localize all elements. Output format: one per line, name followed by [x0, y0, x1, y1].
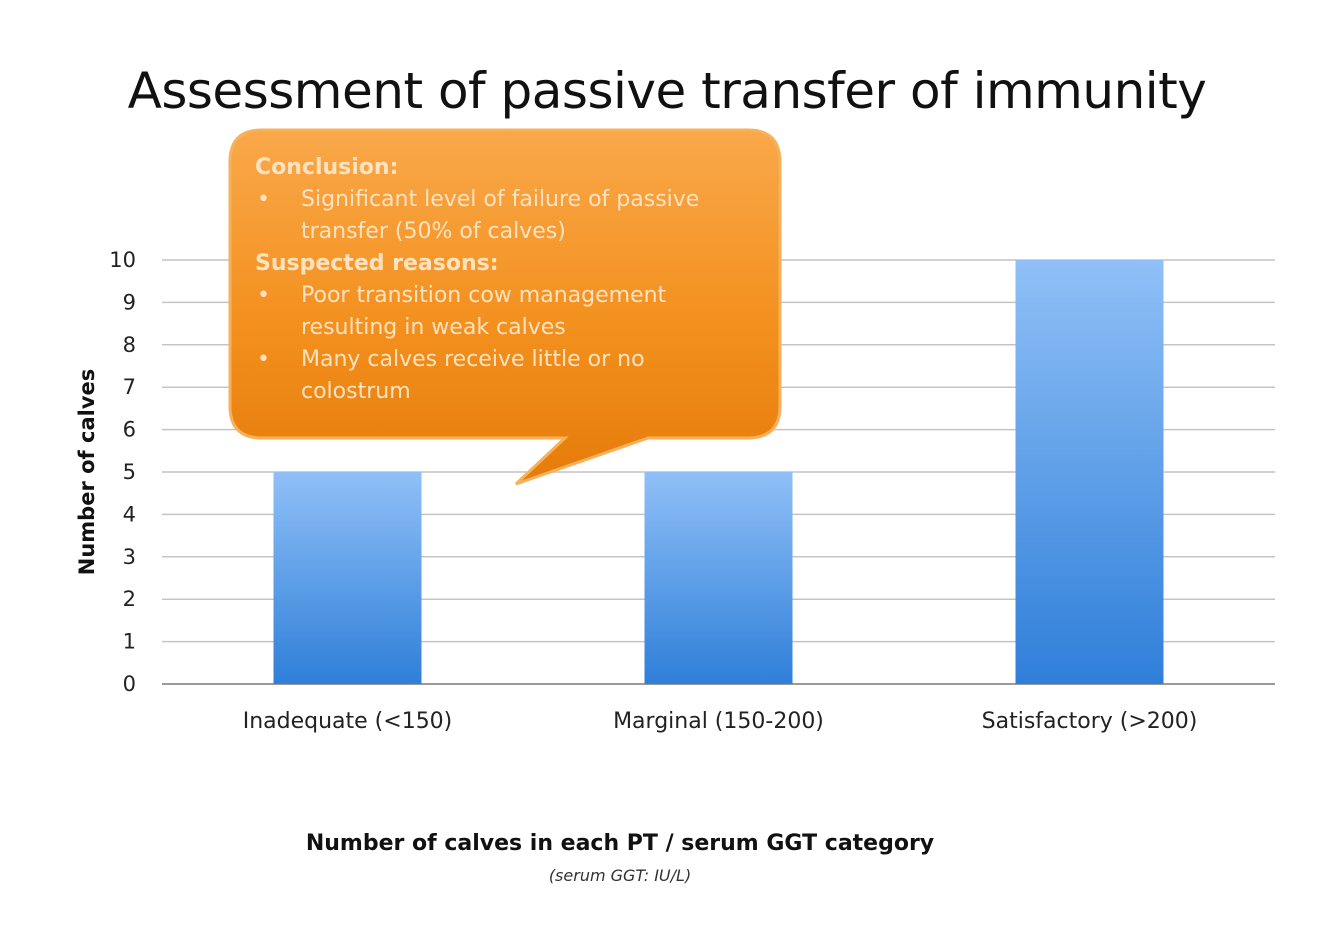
callout-item: Many calves receive little or no colostr… [255, 344, 755, 408]
y-tick-label: 5 [123, 460, 136, 484]
bar [644, 472, 793, 684]
y-tick-label: 3 [123, 545, 136, 569]
callout-heading-reasons: Suspected reasons: [255, 251, 499, 276]
y-tick-label: 8 [123, 333, 136, 357]
callout-item: Poor transition cow management resulting… [255, 280, 755, 344]
y-tick-label: 7 [123, 375, 136, 399]
callout-text: Conclusion: Significant level of failure… [255, 152, 755, 408]
bars [273, 260, 1164, 684]
slide-title: Assessment of passive transfer of immuni… [127, 62, 1207, 120]
y-tick-label: 6 [123, 418, 136, 442]
y-axis-ticks: 0 1 2 3 4 5 6 7 8 9 10 [109, 248, 136, 696]
bar [1015, 260, 1164, 684]
y-tick-label: 4 [123, 502, 136, 526]
x-axis-title: Number of calves in each PT / serum GGT … [305, 831, 935, 856]
x-category-label: Satisfactory (>200) [982, 709, 1198, 734]
x-axis-subtitle: (serum GGT: IU/L) [548, 866, 692, 885]
bar [273, 472, 422, 684]
x-category-label: Marginal (150-200) [613, 709, 824, 734]
y-tick-label: 1 [123, 630, 136, 654]
callout-item: Significant level of failure of passive … [255, 184, 755, 248]
y-axis-label: Number of calves [75, 369, 99, 575]
y-tick-label: 10 [109, 248, 136, 272]
y-tick-label: 2 [123, 587, 136, 611]
x-category-label: Inadequate (<150) [243, 709, 453, 734]
y-tick-label: 0 [123, 672, 136, 696]
callout-heading-conclusion: Conclusion: [255, 155, 399, 180]
y-tick-label: 9 [123, 290, 136, 314]
x-axis-categories: Inadequate (<150) Marginal (150-200) Satis… [243, 709, 1198, 734]
